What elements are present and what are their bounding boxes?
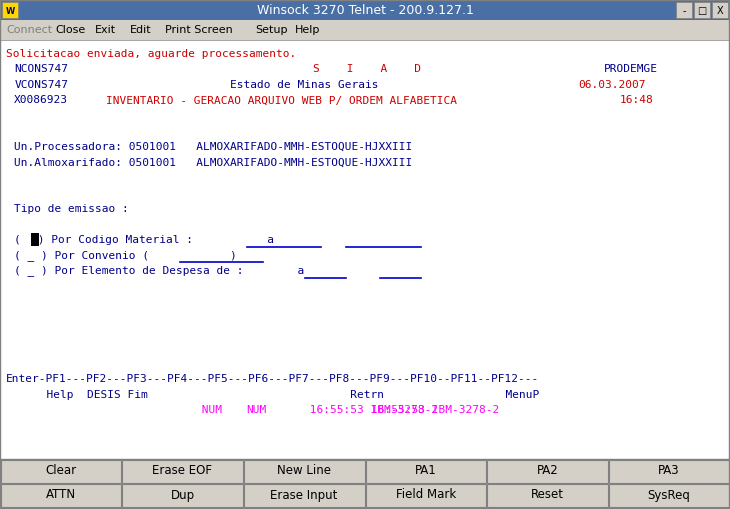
Text: Print Screen: Print Screen <box>165 25 233 35</box>
Bar <box>0 0 730 20</box>
Text: SysReq: SysReq <box>648 489 691 501</box>
Text: Un.Processadora: 0501001   ALMOXARIFADO-MMH-ESTOQUE-HJXXIII: Un.Processadora: 0501001 ALMOXARIFADO-MM… <box>15 142 412 152</box>
Text: S    I    A    D: S I A D <box>313 64 421 74</box>
Text: NUM             16:55:53 IBM-3278-2: NUM 16:55:53 IBM-3278-2 <box>6 405 438 415</box>
Text: Field Mark: Field Mark <box>396 489 456 501</box>
Text: Erase Input: Erase Input <box>271 489 338 501</box>
Bar <box>487 460 608 483</box>
Text: PA2: PA2 <box>537 465 558 477</box>
Text: □: □ <box>697 6 707 16</box>
Bar <box>487 484 608 506</box>
Bar <box>122 460 243 483</box>
Bar <box>676 2 692 18</box>
Text: PA3: PA3 <box>658 465 680 477</box>
Text: Setup: Setup <box>255 25 288 35</box>
Bar <box>609 460 729 483</box>
Bar <box>694 2 710 18</box>
Bar <box>2 2 18 18</box>
Bar <box>244 460 364 483</box>
Text: 16:55:53 IBM-3278-2: 16:55:53 IBM-3278-2 <box>371 405 499 415</box>
Text: ( _ ) Por Convenio (            ): ( _ ) Por Convenio ( ) <box>15 250 237 261</box>
Text: W: W <box>5 7 15 15</box>
Text: NUM: NUM <box>247 405 267 415</box>
Text: Enter-PF1---PF2---PF3---PF4---PF5---PF6---PF7---PF8---PF9---PF10--PF11--PF12---: Enter-PF1---PF2---PF3---PF4---PF5---PF6-… <box>6 374 539 384</box>
Text: VCONS747: VCONS747 <box>15 80 69 90</box>
Text: Estado de Minas Gerais: Estado de Minas Gerais <box>230 80 379 90</box>
Bar <box>244 484 364 506</box>
Bar <box>712 2 728 18</box>
Text: Solicitacao enviada, aguarde processamento.: Solicitacao enviada, aguarde processamen… <box>6 49 296 59</box>
Bar <box>609 484 729 506</box>
Text: Erase EOF: Erase EOF <box>153 465 212 477</box>
Text: 06.03.2007: 06.03.2007 <box>579 80 646 90</box>
Text: ATTN: ATTN <box>46 489 76 501</box>
Bar <box>122 484 243 506</box>
Bar <box>31 233 39 246</box>
Bar <box>366 484 486 506</box>
Text: NCONS747: NCONS747 <box>15 64 69 74</box>
Text: INVENTARIO - GERACAO ARQUIVO WEB P/ ORDEM ALFABETICA: INVENTARIO - GERACAO ARQUIVO WEB P/ ORDE… <box>106 95 456 105</box>
Text: Exit: Exit <box>95 25 116 35</box>
Bar <box>366 460 486 483</box>
Text: Edit: Edit <box>130 25 152 35</box>
Text: -: - <box>683 6 685 16</box>
Text: 16:48: 16:48 <box>620 95 654 105</box>
Text: PA1: PA1 <box>415 465 437 477</box>
Text: Tipo de emissao :: Tipo de emissao : <box>15 204 129 214</box>
Text: Help: Help <box>295 25 320 35</box>
Text: Reset: Reset <box>531 489 564 501</box>
Bar <box>1 484 121 506</box>
Text: X: X <box>717 6 723 16</box>
Text: Clear: Clear <box>45 465 77 477</box>
Text: Dup: Dup <box>170 489 195 501</box>
Text: Connect: Connect <box>6 25 52 35</box>
Text: Un.Almoxarifado: 0501001   ALMOXARIFADO-MMH-ESTOQUE-HJXXIII: Un.Almoxarifado: 0501001 ALMOXARIFADO-MM… <box>15 157 412 167</box>
Bar <box>0 20 730 40</box>
Text: New Line: New Line <box>277 465 331 477</box>
Text: (: ( <box>15 235 28 245</box>
Text: Close: Close <box>55 25 85 35</box>
Text: Help  DESIS Fim                              Retrn                  MenuP: Help DESIS Fim Retrn MenuP <box>6 390 539 400</box>
Text: ( _ ) Por Elemento de Despesa de :        a: ( _ ) Por Elemento de Despesa de : a <box>15 265 304 276</box>
Text: ) Por Codigo Material :           a: ) Por Codigo Material : a <box>31 235 274 245</box>
Text: PRODEMGE: PRODEMGE <box>604 64 658 74</box>
Text: X0086923: X0086923 <box>15 95 69 105</box>
Text: Winsock 3270 Telnet - 200.9.127.1: Winsock 3270 Telnet - 200.9.127.1 <box>256 4 474 16</box>
Bar <box>1 460 121 483</box>
